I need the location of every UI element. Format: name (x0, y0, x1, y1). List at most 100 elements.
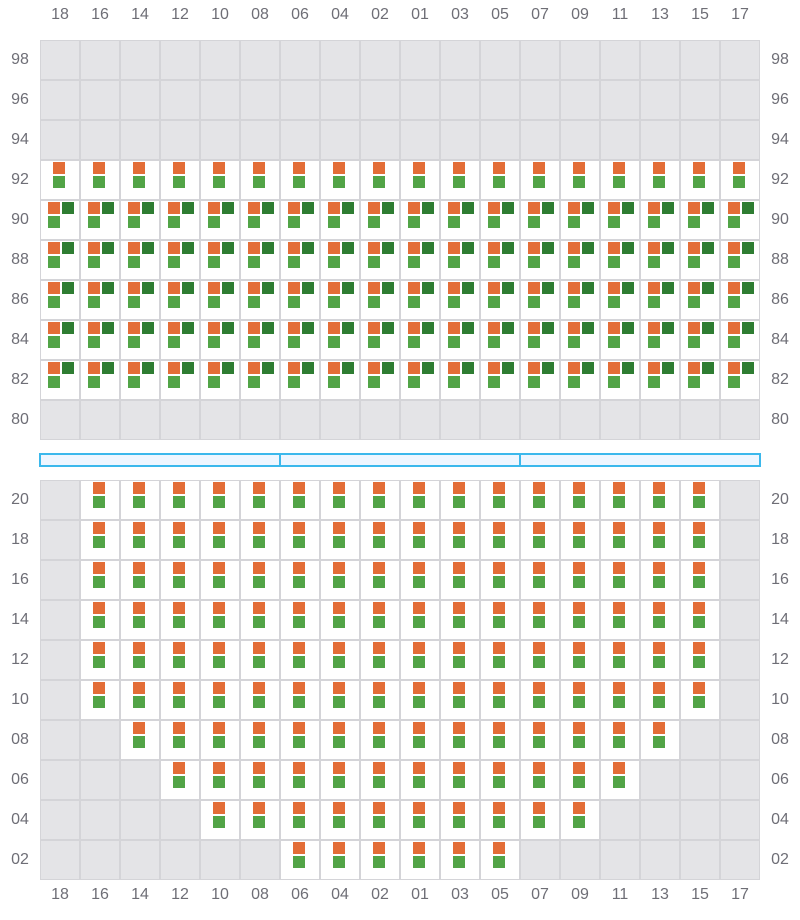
slot-08-10[interactable] (201, 721, 239, 759)
slot-92-10[interactable] (201, 161, 239, 199)
slot-96-18[interactable] (41, 81, 79, 119)
slot-18-14[interactable] (121, 521, 159, 559)
slot-94-14[interactable] (121, 121, 159, 159)
slot-86-07[interactable] (521, 281, 559, 319)
slot-08-17[interactable] (721, 721, 759, 759)
slot-88-09[interactable] (561, 241, 599, 279)
slot-80-09[interactable] (561, 401, 599, 439)
slot-88-03[interactable] (441, 241, 479, 279)
slot-94-17[interactable] (721, 121, 759, 159)
slot-10-16[interactable] (81, 681, 119, 719)
slot-80-06[interactable] (281, 401, 319, 439)
slot-98-13[interactable] (641, 41, 679, 79)
slot-16-05[interactable] (481, 561, 519, 599)
slot-14-03[interactable] (441, 601, 479, 639)
slot-02-13[interactable] (641, 841, 679, 879)
slot-16-10[interactable] (201, 561, 239, 599)
slot-82-02[interactable] (361, 361, 399, 399)
slot-90-14[interactable] (121, 201, 159, 239)
slot-96-01[interactable] (401, 81, 439, 119)
slot-84-05[interactable] (481, 321, 519, 359)
slot-84-01[interactable] (401, 321, 439, 359)
slot-08-13[interactable] (641, 721, 679, 759)
slot-80-15[interactable] (681, 401, 719, 439)
slot-04-14[interactable] (121, 801, 159, 839)
slot-90-03[interactable] (441, 201, 479, 239)
slot-06-02[interactable] (361, 761, 399, 799)
slot-02-16[interactable] (81, 841, 119, 879)
slot-84-13[interactable] (641, 321, 679, 359)
slot-10-09[interactable] (561, 681, 599, 719)
slot-96-13[interactable] (641, 81, 679, 119)
slot-16-12[interactable] (161, 561, 199, 599)
slot-92-16[interactable] (81, 161, 119, 199)
slot-90-02[interactable] (361, 201, 399, 239)
slot-98-16[interactable] (81, 41, 119, 79)
slot-98-14[interactable] (121, 41, 159, 79)
slot-94-11[interactable] (601, 121, 639, 159)
slot-16-08[interactable] (241, 561, 279, 599)
slot-98-02[interactable] (361, 41, 399, 79)
slot-04-09[interactable] (561, 801, 599, 839)
slot-86-04[interactable] (321, 281, 359, 319)
slot-82-03[interactable] (441, 361, 479, 399)
slot-18-07[interactable] (521, 521, 559, 559)
slot-04-03[interactable] (441, 801, 479, 839)
slot-94-15[interactable] (681, 121, 719, 159)
slot-08-03[interactable] (441, 721, 479, 759)
slot-88-12[interactable] (161, 241, 199, 279)
slot-86-06[interactable] (281, 281, 319, 319)
slot-02-12[interactable] (161, 841, 199, 879)
slot-80-02[interactable] (361, 401, 399, 439)
slot-94-03[interactable] (441, 121, 479, 159)
slot-90-09[interactable] (561, 201, 599, 239)
slot-96-08[interactable] (241, 81, 279, 119)
slot-02-10[interactable] (201, 841, 239, 879)
slot-02-05[interactable] (481, 841, 519, 879)
slot-06-03[interactable] (441, 761, 479, 799)
slot-88-11[interactable] (601, 241, 639, 279)
slot-98-08[interactable] (241, 41, 279, 79)
slot-20-05[interactable] (481, 481, 519, 519)
slot-10-17[interactable] (721, 681, 759, 719)
slot-88-16[interactable] (81, 241, 119, 279)
slot-90-08[interactable] (241, 201, 279, 239)
slot-86-02[interactable] (361, 281, 399, 319)
slot-80-11[interactable] (601, 401, 639, 439)
slot-12-03[interactable] (441, 641, 479, 679)
slot-96-02[interactable] (361, 81, 399, 119)
slot-12-10[interactable] (201, 641, 239, 679)
slot-20-12[interactable] (161, 481, 199, 519)
slot-94-13[interactable] (641, 121, 679, 159)
slot-10-02[interactable] (361, 681, 399, 719)
slot-92-08[interactable] (241, 161, 279, 199)
slot-06-07[interactable] (521, 761, 559, 799)
slot-08-11[interactable] (601, 721, 639, 759)
slot-20-15[interactable] (681, 481, 719, 519)
slot-06-17[interactable] (721, 761, 759, 799)
slot-84-14[interactable] (121, 321, 159, 359)
slot-20-18[interactable] (41, 481, 79, 519)
slot-82-12[interactable] (161, 361, 199, 399)
slot-04-02[interactable] (361, 801, 399, 839)
slot-92-01[interactable] (401, 161, 439, 199)
slot-80-07[interactable] (521, 401, 559, 439)
slot-08-01[interactable] (401, 721, 439, 759)
slot-02-07[interactable] (521, 841, 559, 879)
slot-10-12[interactable] (161, 681, 199, 719)
slot-12-04[interactable] (321, 641, 359, 679)
slot-08-02[interactable] (361, 721, 399, 759)
slot-10-05[interactable] (481, 681, 519, 719)
slot-12-05[interactable] (481, 641, 519, 679)
slot-10-07[interactable] (521, 681, 559, 719)
slot-06-09[interactable] (561, 761, 599, 799)
slot-94-09[interactable] (561, 121, 599, 159)
slot-20-16[interactable] (81, 481, 119, 519)
slot-84-04[interactable] (321, 321, 359, 359)
slot-98-07[interactable] (521, 41, 559, 79)
slot-14-05[interactable] (481, 601, 519, 639)
slot-82-17[interactable] (721, 361, 759, 399)
slot-08-12[interactable] (161, 721, 199, 759)
divider-segment[interactable] (281, 455, 521, 465)
slot-88-10[interactable] (201, 241, 239, 279)
